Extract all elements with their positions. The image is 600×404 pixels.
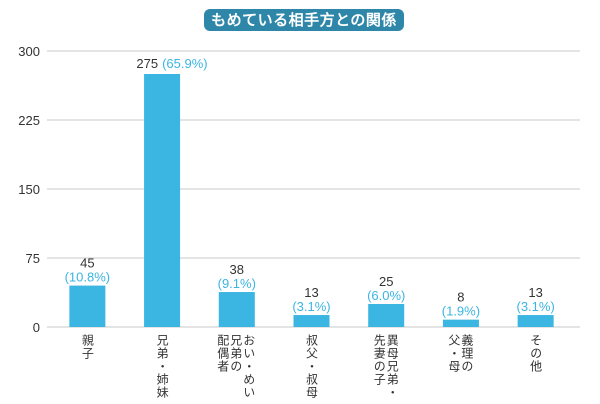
percent-label: (65.9%)	[162, 56, 208, 71]
bar	[517, 315, 554, 327]
bar	[293, 315, 330, 327]
x-tick-label: 親子	[80, 334, 95, 360]
bar	[218, 292, 255, 327]
x-tick-label: 兄弟・姉妹	[155, 334, 170, 399]
bar	[144, 74, 181, 327]
value-label: 8	[457, 290, 464, 305]
chart-title: もめている相手方との関係	[204, 9, 404, 31]
value-label: 38	[230, 262, 244, 277]
value-label: 275	[136, 56, 158, 71]
value-label: 13	[528, 285, 542, 300]
bar	[442, 319, 479, 327]
percent-label: (1.9%)	[442, 304, 480, 319]
y-tick-label: 225	[18, 113, 40, 128]
y-tick-label: 300	[18, 44, 40, 59]
percent-label: (3.1%)	[292, 299, 330, 314]
bar	[368, 304, 405, 327]
percent-label: (10.8%)	[65, 270, 111, 285]
value-label: 25	[379, 274, 393, 289]
y-tick-label: 0	[33, 320, 40, 335]
y-tick-label: 150	[18, 182, 40, 197]
x-tick-label: 異母兄弟・ 先妻の子	[372, 334, 400, 399]
percent-label: (6.0%)	[367, 288, 405, 303]
percent-label: (9.1%)	[218, 276, 256, 291]
x-tick-label: 叔父・叔母	[304, 334, 319, 399]
x-tick-label: 義理の 父・母	[446, 334, 474, 373]
value-label: 13	[304, 285, 318, 300]
x-tick-label: おい・めい 兄弟の 配偶者	[215, 334, 256, 399]
percent-label: (3.1%)	[516, 299, 554, 314]
value-label: 45	[80, 256, 94, 271]
bar	[69, 285, 106, 327]
y-tick-label: 75	[26, 251, 40, 266]
x-tick-label: その他	[528, 334, 543, 373]
